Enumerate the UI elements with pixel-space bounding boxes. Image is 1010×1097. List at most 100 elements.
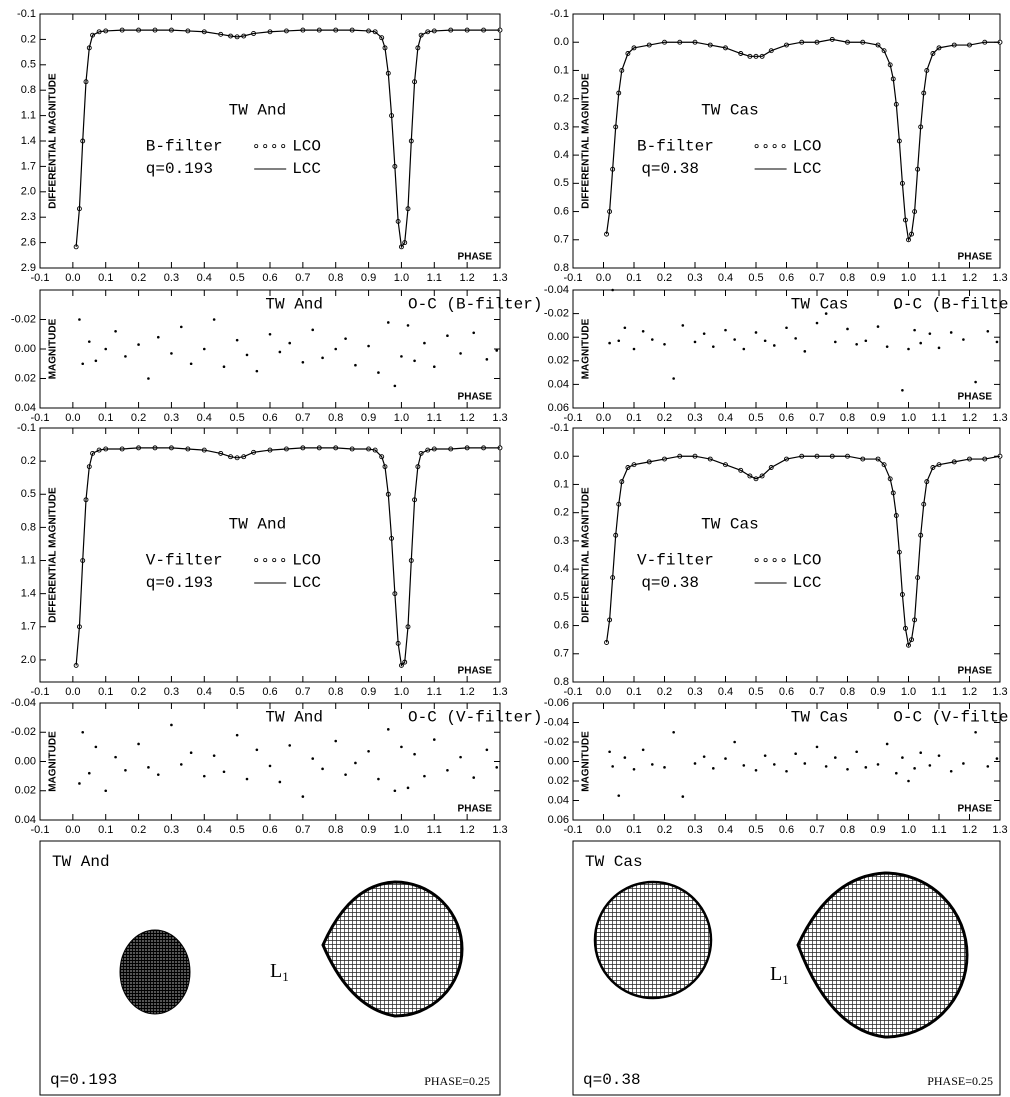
data-point (278, 780, 282, 784)
data-point (137, 742, 140, 746)
legend-marker (772, 144, 777, 149)
x-tick-label: 1.1 (931, 824, 946, 836)
x-tick-label: 0.7 (295, 824, 310, 836)
chart-panel: -0.1 0.0 0.1 0.2 0.3 0.4 0.5 0.6 0.7 0.8 0.9 1.0 1.1… (11, 289, 542, 424)
x-tick-label: -0.1 (31, 824, 50, 836)
data-point (803, 762, 807, 765)
data-point (724, 328, 727, 332)
chart-panel: -0.1 0.0 0.1 0.2 0.3 0.4 0.5 0.6 0.7 0.8 0.9 1.0 1.1… (544, 284, 1010, 424)
annotation: TW Cas (791, 295, 849, 313)
x-tick-label: 0.7 (809, 272, 824, 284)
legend-marker (781, 558, 786, 563)
y-axis-label: MAGNITUDE (581, 731, 592, 792)
y-tick-label: 0.4 (554, 149, 569, 161)
x-tick-label: 1.1 (931, 412, 946, 424)
y-tick-label: 0.5 (554, 177, 569, 189)
data-point (87, 771, 91, 775)
x-tick-label: 0.7 (295, 272, 310, 284)
data-point (278, 350, 282, 354)
x-tick-label: 0.4 (718, 824, 733, 836)
x-tick-label: 0.2 (131, 824, 146, 836)
y-tick-label: -0.02 (11, 313, 36, 325)
x-tick-label: 0.3 (687, 272, 702, 284)
x-tick-label: 1.1 (427, 824, 442, 836)
y-tick-label: 0.02 (548, 355, 569, 367)
data-point (147, 377, 150, 380)
plot-frame (39, 427, 501, 683)
x-tick-label: 0.5 (748, 824, 763, 836)
l1-subscript: 1 (282, 969, 289, 984)
data-point (124, 768, 127, 772)
x-tick-label: 0.0 (596, 272, 611, 284)
data-point (617, 794, 621, 797)
x-tick-label: 0.6 (262, 686, 277, 698)
data-point (311, 757, 315, 760)
data-point (986, 330, 990, 333)
x-axis-label: PHASE (458, 666, 493, 677)
y-tick-label: 0.4 (554, 563, 569, 575)
data-point (179, 763, 183, 766)
y-tick-label: 2.3 (21, 211, 36, 223)
data-point (702, 755, 706, 758)
y-tick-label: 0.2 (554, 507, 569, 519)
y-tick-label: 0.02 (15, 372, 36, 384)
data-point (114, 755, 117, 759)
annotation: q=0.38 (641, 574, 699, 592)
data-point (235, 733, 239, 737)
data-point (377, 371, 380, 374)
data-point (663, 766, 666, 769)
data-point (834, 340, 837, 344)
data-point (393, 384, 397, 388)
x-tick-label: 1.2 (962, 272, 977, 284)
y-tick-label: -0.02 (544, 308, 569, 320)
x-tick-label: 0.8 (840, 824, 855, 836)
data-point (785, 326, 788, 330)
x-tick-label: -0.1 (31, 272, 50, 284)
data-point (754, 768, 758, 772)
data-point (423, 774, 426, 778)
x-tick-label: 0.4 (718, 686, 733, 698)
data-point (907, 779, 910, 783)
data-point (377, 777, 380, 781)
data-point (824, 312, 828, 315)
x-tick-label: 1.2 (459, 412, 474, 424)
data-point (202, 774, 206, 778)
y-tick-label: 2.0 (21, 186, 36, 198)
legend-label: LCC (292, 574, 321, 592)
y-tick-label: 1.7 (21, 621, 36, 633)
x-tick-label: 1.3 (492, 412, 507, 424)
diagram-title: TW And (52, 853, 110, 871)
data-point (446, 768, 449, 772)
data-point (386, 321, 390, 324)
x-tick-label: 1.0 (394, 686, 409, 698)
data-point (623, 326, 627, 330)
data-point (446, 334, 449, 338)
y-tick-label: 1.4 (21, 135, 36, 147)
data-point (321, 356, 324, 360)
x-axis-label: PHASE (958, 392, 993, 403)
x-tick-label: 0.9 (870, 824, 885, 836)
data-point (114, 330, 117, 333)
data-point (255, 748, 259, 752)
y-tick-label: 0.04 (548, 794, 569, 806)
x-tick-label: 1.2 (962, 412, 977, 424)
legend-marker (254, 144, 259, 149)
x-tick-label: 0.8 (840, 272, 855, 284)
x-tick-label: 1.0 (901, 824, 916, 836)
data-point (663, 342, 666, 346)
x-tick-label: 1.0 (394, 272, 409, 284)
annotation: TW Cas (701, 516, 759, 534)
x-tick-label: 1.0 (901, 686, 916, 698)
x-tick-label: 0.2 (657, 412, 672, 424)
data-point (222, 770, 226, 774)
y-tick-label: 0.5 (21, 59, 36, 71)
y-axis-label: DIFFERENTIAL MAGNITUDE (581, 73, 592, 209)
data-point (641, 330, 645, 333)
y-tick-label: 1.7 (21, 160, 36, 172)
data-point (472, 331, 476, 335)
data-point (928, 332, 932, 335)
y-tick-label: 0.6 (554, 619, 569, 631)
series-line (75, 447, 500, 667)
